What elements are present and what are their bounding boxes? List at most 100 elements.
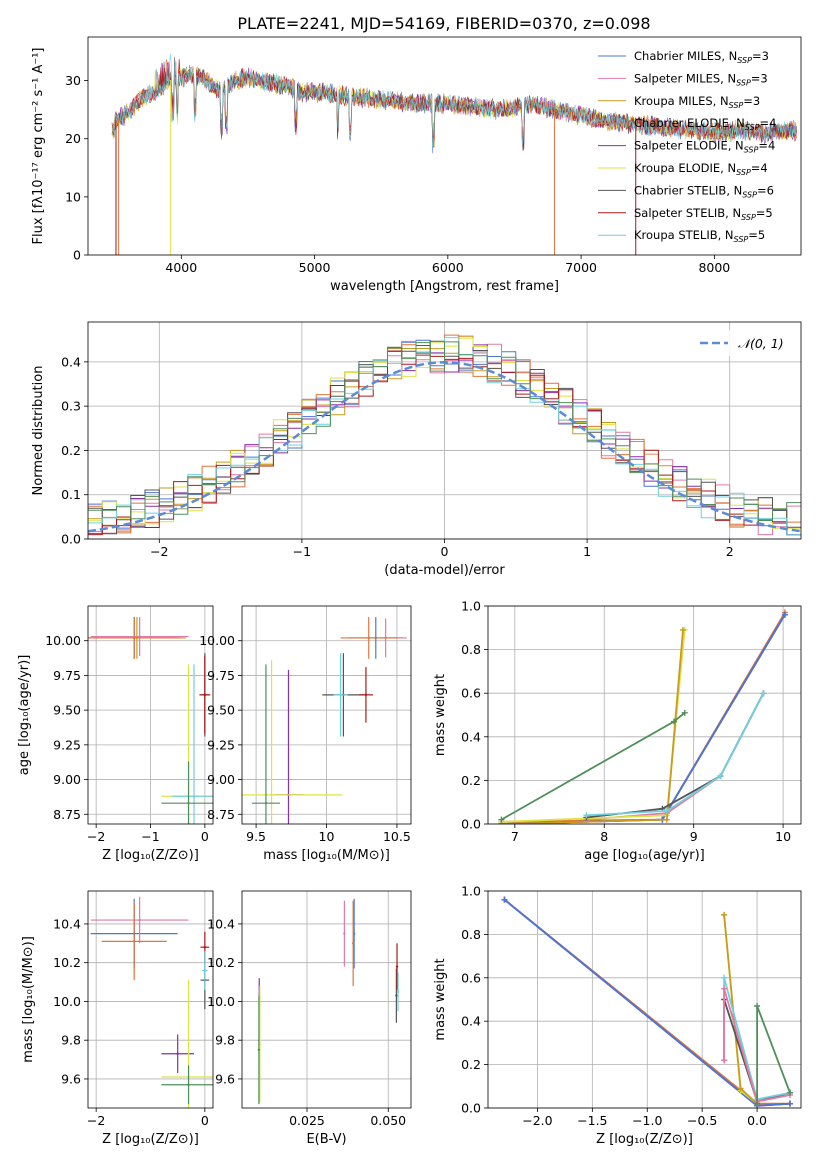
data-point (351, 942, 355, 945)
legend-label: Chabrier STELIB, NSSP=6 (634, 183, 774, 199)
data-point (203, 969, 207, 972)
x-tick-label: 0.0 (747, 1113, 767, 1128)
x-tick-label: 0 (201, 829, 209, 844)
x-tick-label: −1.0 (632, 1113, 662, 1128)
data-point (395, 965, 399, 968)
plot-area (257, 898, 400, 1105)
y-tick-label: 9.00 (53, 772, 81, 787)
x-tick-label: 0 (201, 1113, 209, 1128)
x-axis-label: Z [log₁₀(Z/Z⊙)] (102, 1132, 199, 1147)
data-point (187, 801, 190, 805)
y-axis-label: mass [log₁₀(M/M⊙)] (21, 936, 36, 1063)
axes-frame (487, 890, 802, 1109)
data-point (257, 1048, 261, 1052)
panel-weight_vs_Z: −2.0 −1.5 −1.0 −0.5 0.0 0.0 0.2 0.4 0.6 0.8 1.0 Z [… (433, 884, 802, 1147)
y-tick-label: 9.75 (53, 668, 81, 683)
y-axis-label: mass weight (433, 958, 448, 1040)
x-axis-label: age [log₁₀(age/yr)] (584, 848, 705, 863)
series-line (723, 914, 758, 1105)
y-tick-label: 8.75 (207, 807, 235, 822)
y-tick-label: 0.2 (461, 1057, 481, 1072)
y-axis-label: age [log₁₀(age/yr)] (17, 655, 32, 776)
series-marker (501, 896, 508, 903)
x-tick-label: 0.025 (289, 1113, 325, 1128)
series-marker (663, 807, 670, 814)
y-tick-label: 1.0 (461, 884, 481, 899)
data-point (367, 636, 370, 640)
x-tick-label: −2.0 (522, 1113, 552, 1128)
plot-area (501, 896, 794, 1108)
series-marker (671, 718, 678, 725)
series-line (500, 712, 686, 821)
y-tick-label: 10.2 (207, 955, 235, 970)
legend-label: 𝒩(0, 1) (738, 336, 784, 351)
data-point (364, 693, 368, 697)
y-tick-label: 10.4 (207, 916, 235, 931)
plot-area (90, 896, 213, 1108)
series-line (586, 692, 765, 817)
x-tick-label: 6000 (432, 260, 464, 275)
series-marker (583, 812, 590, 819)
series-line (756, 1005, 791, 1104)
panel-residuals: −2 −1 0 1 2 0.0 0.1 0.2 0.3 0.4 (data-model)/error… (31, 321, 802, 578)
series-marker (498, 816, 505, 823)
y-tick-label: 9.6 (215, 1071, 235, 1086)
y-tick-label: 0.2 (61, 443, 81, 458)
plot-area (242, 617, 407, 824)
y-axis-label: mass weight (433, 674, 448, 756)
x-axis-label: wavelength [Angstrom, rest frame] (330, 279, 559, 294)
y-tick-label: 0.3 (61, 399, 81, 414)
data-point (339, 693, 342, 697)
axes-frame (487, 605, 802, 825)
x-tick-label: 10 (319, 829, 335, 844)
y-axis-label: Normed distribution (31, 366, 46, 496)
y-tick-label: 9.25 (207, 737, 235, 752)
x-tick-label: −1 (293, 544, 311, 559)
y-axis-label: Flux [fλ10⁻¹⁷ erg cm⁻² s⁻¹ A⁻¹] (31, 48, 46, 245)
y-tick-label: 0.0 (461, 817, 481, 832)
y-tick-label: 0.6 (461, 970, 481, 985)
y-tick-label: 0.0 (61, 532, 81, 547)
x-tick-label: −2 (87, 829, 105, 844)
x-tick-label: 0.050 (370, 1113, 406, 1128)
series-marker (721, 911, 728, 918)
x-tick-label: 7000 (565, 260, 597, 275)
y-tick-label: 9.25 (53, 737, 81, 752)
series-line (501, 629, 684, 824)
x-tick-label: 4000 (165, 260, 197, 275)
series-marker (721, 974, 728, 981)
y-tick-label: 10.0 (53, 994, 81, 1009)
x-tick-label: 10 (775, 829, 791, 844)
x-tick-label: 2 (726, 544, 734, 559)
normal-curve (88, 361, 801, 533)
legend: 𝒩(0, 1) (690, 330, 794, 356)
y-tick-label: 9.00 (207, 772, 235, 787)
legend-label: Salpeter STELIB, NSSP=5 (634, 206, 773, 222)
data-point (138, 918, 141, 922)
data-point (132, 940, 136, 943)
y-tick-label: 0 (73, 248, 81, 263)
series-line (501, 614, 786, 824)
x-axis-label: E(B-V) (306, 1132, 346, 1147)
data-point (132, 636, 136, 640)
y-tick-label: 9.8 (61, 1033, 81, 1048)
legend: Chabrier MILES, NSSP=3 Salpeter MILES, NS… (598, 49, 776, 244)
panel-mass_vs_Z: −2 0 9.6 9.8 10.0 10.2 10.4 Z [log₁₀(Z/Z⊙)] mass… (21, 890, 214, 1147)
plot-area (111, 53, 797, 255)
x-tick-label: 8 (600, 829, 608, 844)
legend-label: Salpeter MILES, NSSP=3 (634, 71, 768, 87)
series-marker (681, 709, 688, 716)
panel-age_vs_Z: −2 −1 0 8.75 9.00 9.25 9.50 9.75 10.00 Z [log₁₀(Z… (17, 605, 214, 863)
spectrum-line (111, 53, 797, 148)
x-tick-label: 7 (511, 829, 519, 844)
series-marker (781, 611, 788, 618)
data-point (270, 793, 273, 797)
x-axis-label: mass [log₁₀(M/M⊙)] (263, 848, 390, 863)
x-tick-label: −0.5 (687, 1113, 717, 1128)
series-marker (663, 816, 670, 823)
figure-title: PLATE=2241, MJD=54169, FIBERID=0370, z=0… (237, 14, 650, 33)
series-marker (787, 1100, 794, 1107)
histogram-line (88, 341, 801, 521)
y-tick-label: 0.0 (461, 1101, 481, 1116)
